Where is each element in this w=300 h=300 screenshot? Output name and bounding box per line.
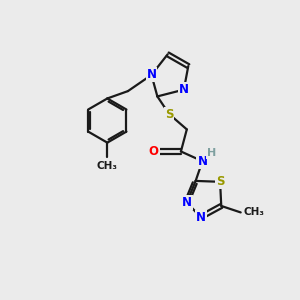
Text: CH₃: CH₃ — [243, 207, 264, 218]
Text: N: N — [197, 155, 207, 168]
Text: H: H — [207, 148, 217, 158]
Text: S: S — [165, 108, 173, 121]
Text: N: N — [182, 196, 192, 209]
Text: O: O — [149, 145, 159, 158]
Text: N: N — [179, 83, 189, 96]
Text: N: N — [196, 211, 206, 224]
Text: S: S — [216, 175, 224, 188]
Text: N: N — [146, 68, 157, 81]
Text: CH₃: CH₃ — [97, 161, 118, 171]
